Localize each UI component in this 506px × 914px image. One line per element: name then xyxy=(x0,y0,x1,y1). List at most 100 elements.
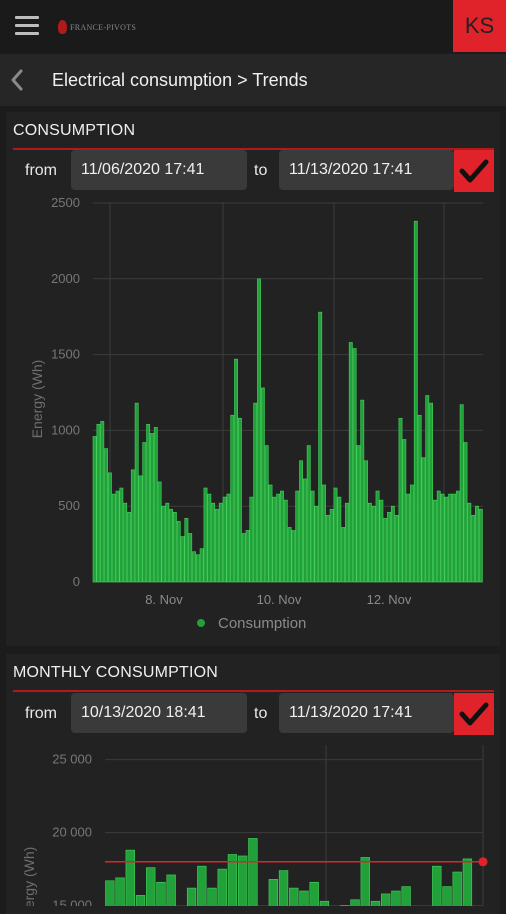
x-tick-label: 10. Nov xyxy=(257,592,302,607)
consumption-bar xyxy=(280,491,283,582)
consumption-bar xyxy=(319,312,322,582)
monthly-bar xyxy=(238,856,247,906)
monthly-title: MONTHLY CONSUMPTION xyxy=(13,664,218,682)
monthly-date-range: from 10/13/2020 18:41 to 11/13/2020 17:4… xyxy=(13,693,494,735)
consumption-bar xyxy=(181,537,184,582)
consumption-bar xyxy=(192,552,195,582)
consumption-bar xyxy=(185,518,188,582)
brand-logo-text: FRANCE-PIVOTS xyxy=(70,23,136,32)
consumption-bar xyxy=(231,415,234,582)
menu-icon[interactable] xyxy=(15,16,39,36)
from-date-field[interactable]: 10/13/2020 18:41 xyxy=(71,693,247,733)
consumption-bar xyxy=(441,494,444,582)
consumption-bar xyxy=(296,491,299,582)
consumption-bar xyxy=(219,503,222,582)
consumption-bar xyxy=(120,488,123,582)
monthly-bar xyxy=(157,882,166,906)
monthly-bar xyxy=(402,887,411,906)
consumption-bar xyxy=(150,433,153,582)
from-date-field[interactable]: 11/06/2020 17:41 xyxy=(71,150,247,190)
from-label: from xyxy=(25,693,57,735)
monthly-bar xyxy=(351,900,360,906)
consumption-bar xyxy=(475,506,478,582)
back-arrow-icon[interactable] xyxy=(8,68,28,92)
monthly-bar xyxy=(300,891,309,906)
checkmark-icon xyxy=(459,701,489,727)
consumption-bar xyxy=(391,506,394,582)
consumption-bar xyxy=(464,443,467,582)
consumption-bar xyxy=(173,512,176,582)
monthly-bar xyxy=(146,868,155,906)
consumption-bar xyxy=(342,527,345,582)
apply-range-button[interactable] xyxy=(454,150,494,192)
y-axis-label: Energy (Wh) xyxy=(21,847,37,906)
monthly-bar xyxy=(310,882,319,906)
consumption-bar xyxy=(349,342,352,582)
consumption-bar xyxy=(479,509,482,582)
consumption-panel: CONSUMPTION from 11/06/2020 17:41 to 11/… xyxy=(6,112,500,646)
consumption-bar xyxy=(127,512,130,582)
consumption-bar xyxy=(139,476,142,582)
consumption-bar xyxy=(449,494,452,582)
monthly-bar xyxy=(371,901,380,906)
monthly-bar xyxy=(249,838,258,906)
consumption-bar xyxy=(93,436,96,582)
monthly-bar xyxy=(392,891,401,906)
divider xyxy=(13,690,494,692)
consumption-bar xyxy=(284,500,287,582)
consumption-bar xyxy=(215,509,218,582)
consumption-bar xyxy=(112,494,115,582)
consumption-bar xyxy=(273,497,276,582)
consumption-bar xyxy=(437,491,440,582)
consumption-bar xyxy=(384,518,387,582)
page-title: Electrical consumption > Trends xyxy=(52,70,308,91)
consumption-bar xyxy=(104,449,107,582)
consumption-bar xyxy=(315,506,318,582)
consumption-bar xyxy=(472,515,475,582)
consumption-bar xyxy=(204,488,207,582)
monthly-panel: MONTHLY CONSUMPTION from 10/13/2020 18:4… xyxy=(6,654,500,914)
x-tick-label: 12. Nov xyxy=(367,592,412,607)
consumption-bar xyxy=(234,359,237,582)
apply-range-button[interactable] xyxy=(454,693,494,735)
monthly-bar xyxy=(197,866,206,906)
consumption-bar xyxy=(456,491,459,582)
monthly-bar xyxy=(463,859,472,906)
consumption-bar xyxy=(250,497,253,582)
user-avatar[interactable]: KS xyxy=(453,0,506,52)
consumption-bar xyxy=(265,446,268,582)
consumption-bar xyxy=(169,509,172,582)
consumption-bar xyxy=(97,424,100,582)
consumption-bar xyxy=(303,479,306,582)
consumption-date-range: from 11/06/2020 17:41 to 11/13/2020 17:4… xyxy=(13,150,494,192)
monthly-bar xyxy=(453,872,462,906)
consumption-bar xyxy=(345,503,348,582)
consumption-bar xyxy=(334,488,337,582)
monthly-bar xyxy=(106,881,115,906)
consumption-bar xyxy=(299,461,302,582)
monthly-bar xyxy=(432,866,441,906)
consumption-bar xyxy=(338,497,341,582)
to-date-field[interactable]: 11/13/2020 17:41 xyxy=(279,693,454,733)
consumption-bar xyxy=(124,503,127,582)
consumption-bar xyxy=(135,403,138,582)
y-tick-label: 0 xyxy=(73,574,80,589)
consumption-bar xyxy=(242,533,245,582)
consumption-chart: Energy (Wh) Consumption 0500100015002000… xyxy=(6,194,500,644)
monthly-bar xyxy=(116,878,125,906)
consumption-bar xyxy=(238,418,241,582)
monthly-bar xyxy=(443,887,452,906)
consumption-bar xyxy=(376,491,379,582)
y-tick-label: 15 000 xyxy=(52,898,92,906)
consumption-bar xyxy=(196,555,199,582)
consumption-bar xyxy=(227,494,230,582)
consumption-bar xyxy=(372,506,375,582)
to-date-field[interactable]: 11/13/2020 17:41 xyxy=(279,150,454,190)
consumption-bar xyxy=(158,482,161,582)
consumption-bar xyxy=(460,405,463,582)
consumption-bar xyxy=(410,485,413,582)
consumption-bar xyxy=(288,527,291,582)
consumption-bar xyxy=(277,494,280,582)
consumption-bar xyxy=(212,503,215,582)
